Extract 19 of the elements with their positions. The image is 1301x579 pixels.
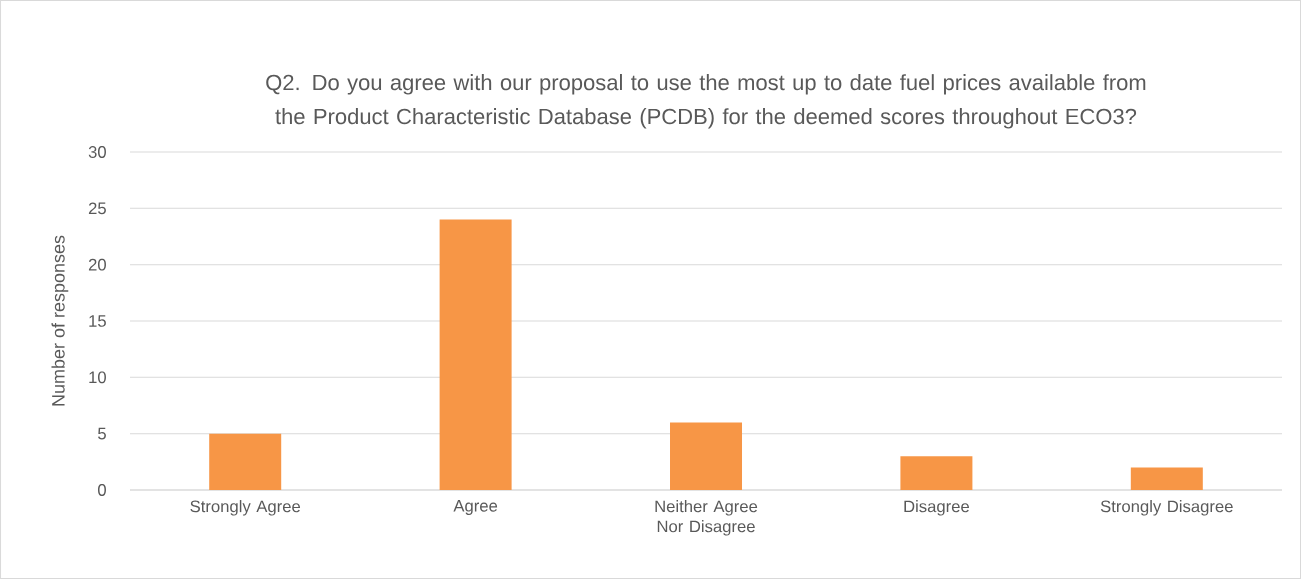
y-tick-label: 20 bbox=[88, 258, 106, 271]
x-tick-label: Neither Agree Nor Disagree bbox=[655, 500, 758, 536]
y-tick-label: 15 bbox=[89, 315, 106, 327]
bar bbox=[1130, 467, 1203, 490]
y-tick-label: 10 bbox=[89, 371, 106, 384]
x-tick-label: Strongly Disagree bbox=[1100, 500, 1233, 516]
y-tick-label: 5 bbox=[98, 427, 106, 440]
bar bbox=[670, 422, 743, 490]
x-tick-label: Disagree bbox=[904, 500, 970, 516]
y-axis-title: Number of responses bbox=[51, 235, 69, 406]
chart-title: Q2. Do you agree with our proposal to use the most up to date fuel prices available from the Product Characteristic Database (PCDB) for the deemed scores throughout ECO3? bbox=[266, 74, 1146, 129]
x-tick-label: Strongly Agree bbox=[190, 500, 301, 516]
bar bbox=[900, 456, 973, 490]
y-tick-label: 25 bbox=[88, 202, 106, 215]
bar bbox=[439, 219, 512, 490]
y-tick-label: 0 bbox=[98, 484, 106, 496]
y-tick-label: 30 bbox=[88, 146, 106, 158]
x-tick-label: Agree bbox=[453, 500, 498, 515]
bar bbox=[209, 433, 282, 490]
